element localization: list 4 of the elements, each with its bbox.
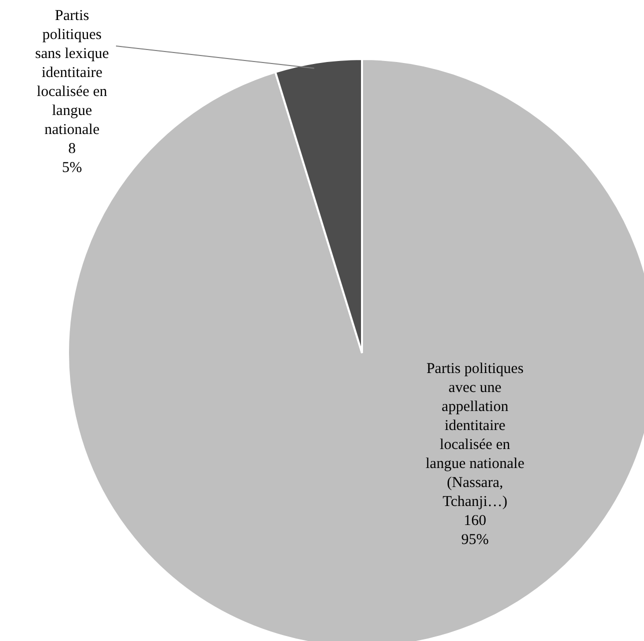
slice-label: Partis politiques avec une appellation identitaire localisée en langue nationale (Nassara, Tchanji…) — [426, 361, 525, 510]
data-label: 160 95% — [461, 513, 489, 548]
slice-label: Partis politiques sans lexique identitaire localisée en langue nationale — [35, 8, 110, 138]
data-label: 8 5% — [62, 141, 82, 176]
